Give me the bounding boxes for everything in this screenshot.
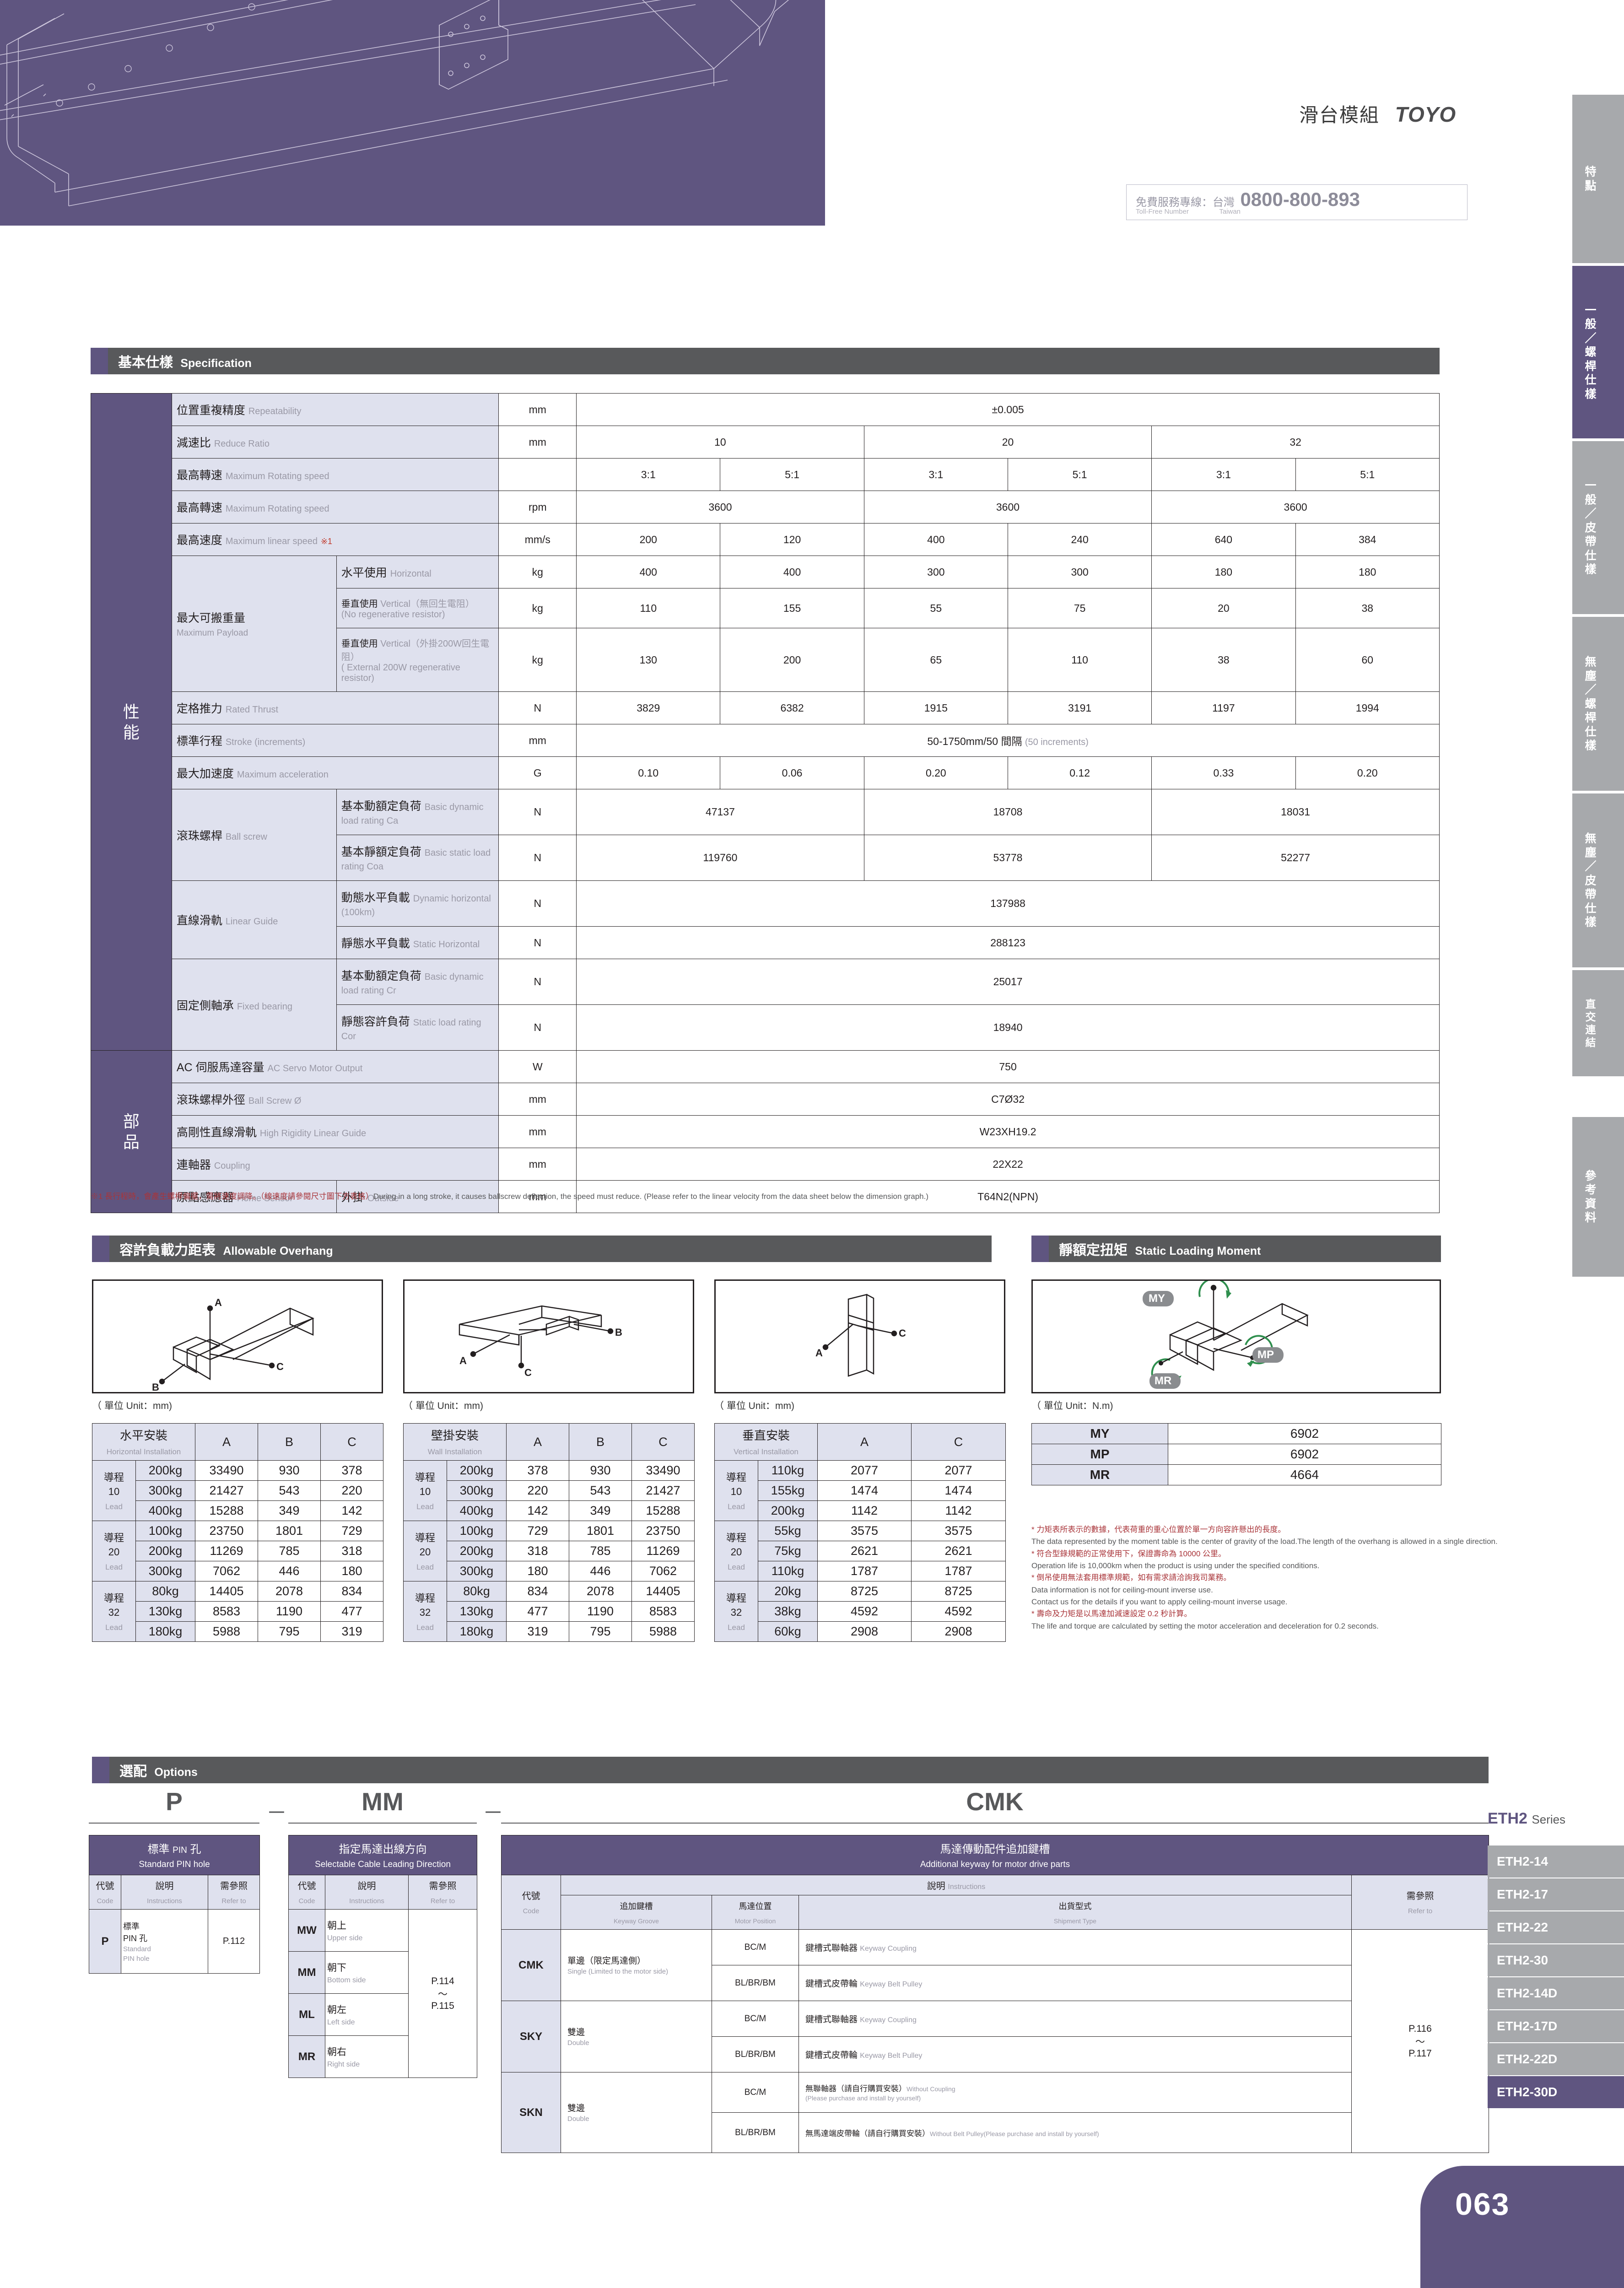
svg-text:C: C xyxy=(524,1367,532,1378)
svg-text:MY: MY xyxy=(1149,1292,1165,1305)
svg-text:A: A xyxy=(215,1297,222,1308)
svg-text:B: B xyxy=(152,1381,159,1393)
svg-text:A: A xyxy=(459,1355,467,1366)
svg-text:C: C xyxy=(276,1361,284,1372)
svg-text:MP: MP xyxy=(1257,1349,1274,1361)
svg-text:MR: MR xyxy=(1155,1375,1171,1387)
svg-text:B: B xyxy=(615,1327,622,1338)
svg-text:A: A xyxy=(815,1347,823,1359)
svg-text:C: C xyxy=(899,1327,906,1339)
